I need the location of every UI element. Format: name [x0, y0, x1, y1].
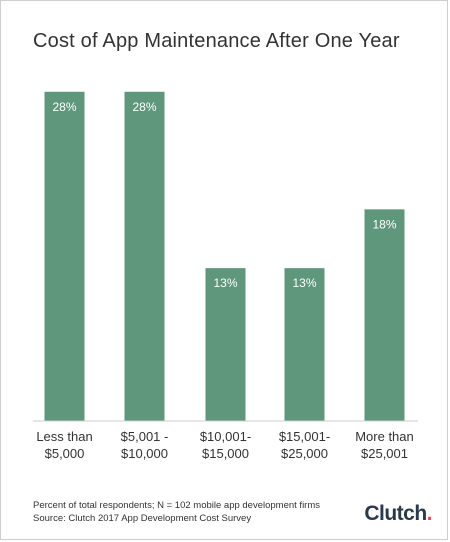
data-label-1: 28% — [132, 100, 156, 114]
labels-group: 28% Less than $5,000 28% $5,001 - $10,000 13% $… — [36, 100, 413, 461]
category-label-3-line-0: $15,001- — [279, 429, 330, 444]
bar-4 — [364, 209, 405, 421]
clutch-logo[interactable]: Clutch. — [364, 502, 432, 526]
category-label-2-line-0: $10,001- — [200, 429, 251, 444]
category-label-2-line-1: $15,000 — [202, 446, 249, 461]
bar-3 — [284, 268, 325, 421]
data-label-0: 28% — [52, 100, 76, 114]
footnote-source: Source: Clutch 2017 App Development Cost… — [33, 513, 252, 524]
category-label-0-line-0: Less than — [36, 429, 92, 444]
category-label-4-line-1: $25,001 — [361, 446, 408, 461]
category-label-1-line-0: $5,001 - — [121, 429, 169, 444]
footnote-respondents: Percent of total respondents; N = 102 mo… — [33, 500, 321, 511]
chart-title: Cost of App Maintenance After One Year — [33, 30, 400, 52]
category-label-4-line-0: More than — [355, 429, 414, 444]
category-label-0-line-1: $5,000 — [45, 446, 85, 461]
category-label-1-line-1: $10,000 — [121, 446, 168, 461]
data-label-3: 13% — [292, 276, 316, 290]
bar-1 — [124, 91, 165, 422]
bar-0 — [44, 91, 85, 422]
category-label-3-line-1: $25,000 — [281, 446, 328, 461]
data-label-4: 18% — [372, 217, 396, 231]
logo-dot: . — [426, 502, 433, 525]
data-label-2: 13% — [213, 276, 237, 290]
bars-group — [44, 91, 405, 422]
bar-2 — [205, 268, 246, 421]
logo-text: Clutch — [364, 502, 427, 525]
